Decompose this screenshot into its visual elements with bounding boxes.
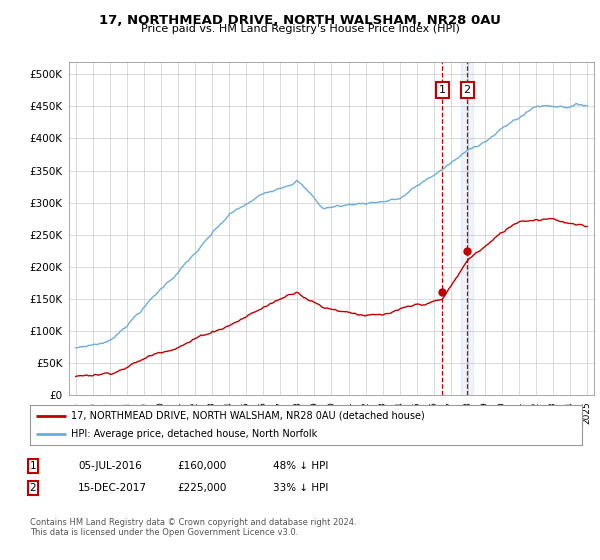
Text: 1: 1 — [29, 461, 37, 471]
Text: Price paid vs. HM Land Registry's House Price Index (HPI): Price paid vs. HM Land Registry's House … — [140, 24, 460, 34]
Text: 1: 1 — [439, 85, 446, 95]
Text: HPI: Average price, detached house, North Norfolk: HPI: Average price, detached house, Nort… — [71, 430, 317, 439]
Text: 17, NORTHMEAD DRIVE, NORTH WALSHAM, NR28 0AU: 17, NORTHMEAD DRIVE, NORTH WALSHAM, NR28… — [99, 14, 501, 27]
Text: 33% ↓ HPI: 33% ↓ HPI — [273, 483, 328, 493]
Text: 2: 2 — [29, 483, 37, 493]
Text: 48% ↓ HPI: 48% ↓ HPI — [273, 461, 328, 471]
Text: £225,000: £225,000 — [177, 483, 226, 493]
Text: Contains HM Land Registry data © Crown copyright and database right 2024.
This d: Contains HM Land Registry data © Crown c… — [30, 518, 356, 538]
Text: £160,000: £160,000 — [177, 461, 226, 471]
Text: 17, NORTHMEAD DRIVE, NORTH WALSHAM, NR28 0AU (detached house): 17, NORTHMEAD DRIVE, NORTH WALSHAM, NR28… — [71, 411, 425, 421]
Text: 2: 2 — [464, 85, 471, 95]
Text: 15-DEC-2017: 15-DEC-2017 — [78, 483, 147, 493]
Bar — [461, 62, 473, 395]
Text: 05-JUL-2016: 05-JUL-2016 — [78, 461, 142, 471]
